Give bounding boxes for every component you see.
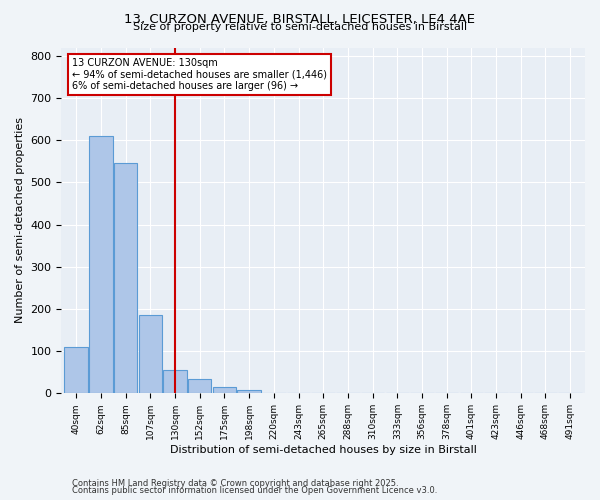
- Bar: [212, 387, 236, 394]
- Text: Size of property relative to semi-detached houses in Birstall: Size of property relative to semi-detach…: [133, 22, 467, 32]
- Bar: [238, 390, 261, 394]
- Y-axis label: Number of semi-detached properties: Number of semi-detached properties: [15, 118, 25, 324]
- Text: 13, CURZON AVENUE, BIRSTALL, LEICESTER, LE4 4AE: 13, CURZON AVENUE, BIRSTALL, LEICESTER, …: [125, 12, 476, 26]
- Bar: [163, 370, 187, 394]
- Text: Contains public sector information licensed under the Open Government Licence v3: Contains public sector information licen…: [72, 486, 437, 495]
- Bar: [64, 347, 88, 394]
- Bar: [139, 316, 162, 394]
- Bar: [114, 164, 137, 394]
- Text: 13 CURZON AVENUE: 130sqm
← 94% of semi-detached houses are smaller (1,446)
6% of: 13 CURZON AVENUE: 130sqm ← 94% of semi-d…: [72, 58, 327, 91]
- Bar: [89, 136, 113, 394]
- X-axis label: Distribution of semi-detached houses by size in Birstall: Distribution of semi-detached houses by …: [170, 445, 476, 455]
- Bar: [188, 378, 211, 394]
- Text: Contains HM Land Registry data © Crown copyright and database right 2025.: Contains HM Land Registry data © Crown c…: [72, 478, 398, 488]
